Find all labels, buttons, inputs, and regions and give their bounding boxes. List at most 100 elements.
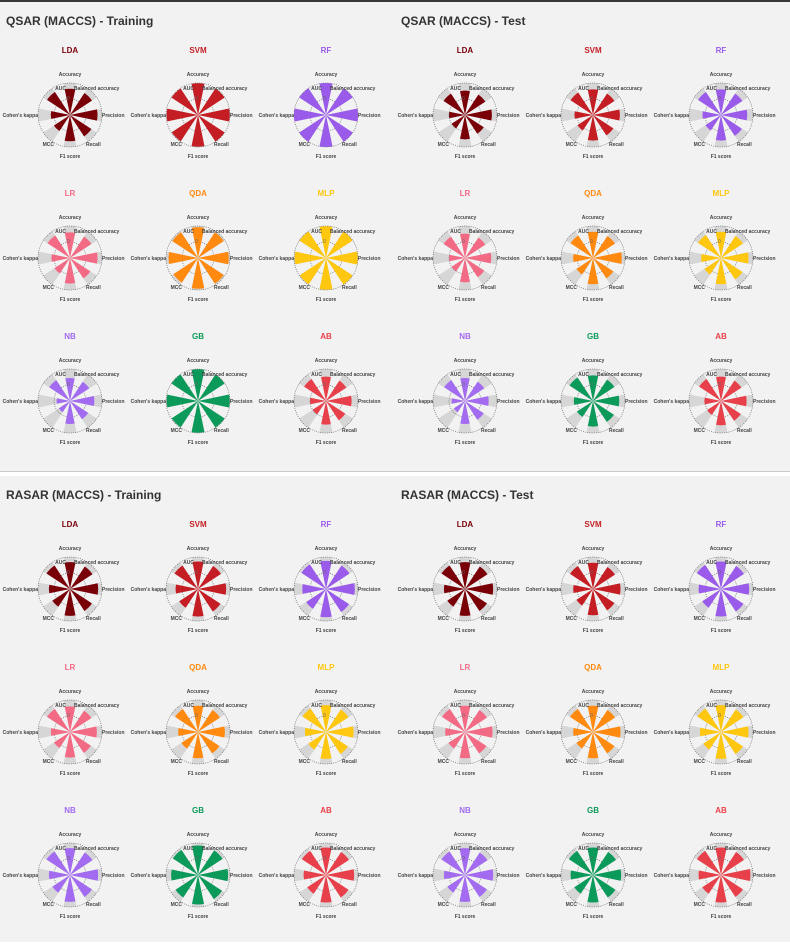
bar-nb-balanced-accuracy <box>465 852 488 875</box>
bar-mlp-mcc <box>299 258 326 285</box>
axis-label-mcc: MCC <box>566 142 578 148</box>
bar-lda-auc <box>443 93 465 115</box>
zero-tick-label: 0 <box>590 570 593 576</box>
axis-label-auc: AUC <box>450 229 461 235</box>
axis-label-auc: AUC <box>450 846 461 852</box>
model-name-gb: GB <box>587 806 599 815</box>
bar-gb-mcc <box>175 875 198 898</box>
zero-tick-label: 0 <box>462 856 465 862</box>
axis-label-auc: AUC <box>55 229 66 235</box>
radar-ab: AB 0 Accuracy Balanced accuracy Precision Rec… <box>259 332 381 446</box>
bar-mlp-auc <box>697 234 721 258</box>
bar-nb-cohen-s-kappa <box>56 398 70 404</box>
bar-lda-balanced-accuracy <box>465 566 488 589</box>
bar-gb-cohen-s-kappa <box>570 870 593 880</box>
radar-lda: LDA 0 Accuracy Balanced accuracy Precision Re… <box>398 46 520 160</box>
axis-label-balanced-accuracy: Balanced accuracy <box>469 703 515 709</box>
axis-label-auc: AUC <box>706 372 717 378</box>
grid-circle <box>688 699 754 765</box>
bar-svm-recall <box>198 589 221 612</box>
axis-label-balanced-accuracy: Balanced accuracy <box>597 86 643 92</box>
bar-ab-mcc <box>312 401 326 415</box>
radar-gb: GB 0 Accuracy Balanced accuracy Precision Rec… <box>526 806 648 920</box>
bar-svm-mcc <box>179 589 198 608</box>
axis-label-balanced-accuracy: Balanced accuracy <box>74 229 120 235</box>
bar-mlp-cohen-s-kappa <box>699 727 721 737</box>
axis-label-f1-score: F1 score <box>455 297 476 303</box>
bar-ab-f1-score <box>716 401 726 426</box>
bar-rf-f1-score <box>715 115 727 141</box>
bar-gb-cohen-s-kappa <box>166 394 198 408</box>
bar-mlp-accuracy <box>320 705 332 732</box>
grid-circle <box>560 842 626 908</box>
bar-gb-mcc <box>171 401 198 428</box>
bar-mlp-cohen-s-kappa <box>701 253 721 263</box>
model-name-ab: AB <box>320 806 332 815</box>
zero-tick-label: 0 <box>195 96 198 102</box>
axis-label-auc: AUC <box>706 86 717 92</box>
bar-qda-precision <box>198 726 225 738</box>
axis-label-auc: AUC <box>183 703 194 709</box>
bar-lr-mcc <box>448 732 465 749</box>
bar-rf-auc <box>299 88 326 115</box>
bar-nb-cohen-s-kappa <box>443 870 465 880</box>
axis-label-auc: AUC <box>311 846 322 852</box>
axis-label-f1-score: F1 score <box>60 771 81 777</box>
bar-mlp-auc <box>299 231 326 258</box>
bar-gb-cohen-s-kappa <box>573 397 593 405</box>
bar-lda-accuracy <box>64 562 76 589</box>
axis-label-recall: Recall <box>86 285 101 291</box>
bar-rf-f1-score <box>715 589 727 617</box>
bar-nb-accuracy <box>460 377 470 401</box>
bar-lr-cohen-s-kappa <box>449 254 465 262</box>
axis-label-balanced-accuracy: Balanced accuracy <box>74 703 120 709</box>
axis-label-balanced-accuracy: Balanced accuracy <box>725 560 771 566</box>
axis-label-recall: Recall <box>214 759 229 765</box>
bar-lr-auc <box>443 236 465 258</box>
bar-rf-accuracy <box>715 89 727 115</box>
bar-rf-cohen-s-kappa <box>294 108 326 122</box>
bar-lr-accuracy <box>64 232 76 258</box>
model-name-svm: SVM <box>584 520 602 529</box>
axis-label-balanced-accuracy: Balanced accuracy <box>74 846 120 852</box>
model-name-qda: QDA <box>189 663 207 672</box>
axis-label-precision: Precision <box>102 256 125 262</box>
bar-ab-recall <box>326 401 346 421</box>
axis-label-f1-score: F1 score <box>316 440 337 446</box>
grid-circle <box>37 699 103 765</box>
bar-nb-balanced-accuracy <box>465 381 485 401</box>
axis-label-accuracy: Accuracy <box>454 215 477 221</box>
bar-lr-accuracy <box>64 706 76 732</box>
axis-label-accuracy: Accuracy <box>187 832 210 838</box>
bar-lda-recall <box>70 589 92 611</box>
axis-label-recall: Recall <box>214 616 229 622</box>
grid-circle <box>560 82 626 148</box>
model-name-ab: AB <box>320 332 332 341</box>
grid-circle <box>432 842 498 908</box>
grid-circle <box>293 699 359 765</box>
bar-nb-f1-score <box>459 875 471 902</box>
bar-ab-precision <box>326 869 355 881</box>
axis-label-auc: AUC <box>311 86 322 92</box>
axis-label-precision: Precision <box>358 113 381 119</box>
bar-qda-auc <box>569 708 593 732</box>
axis-label-precision: Precision <box>753 587 776 593</box>
axis-label-cohen-s-kappa: Cohen's kappa <box>259 730 295 736</box>
radar-ab: AB 0 Accuracy Balanced accuracy Precision Rec… <box>654 806 776 920</box>
bar-svm-accuracy <box>191 83 205 115</box>
axis-label-mcc: MCC <box>694 902 706 908</box>
rasar-section <box>0 476 790 942</box>
axis-label-precision: Precision <box>753 256 776 262</box>
bar-nb-mcc <box>52 875 70 893</box>
bar-lr-mcc <box>54 258 70 274</box>
bar-gb-auc <box>569 377 593 401</box>
radar-qda: QDA 0 Accuracy Balanced accuracy Precision Re… <box>131 663 253 777</box>
bar-svm-auc <box>174 565 198 589</box>
axis-label-recall: Recall <box>86 142 101 148</box>
bar-nb-cohen-s-kappa <box>48 870 70 880</box>
axis-label-balanced-accuracy: Balanced accuracy <box>330 560 376 566</box>
bar-ab-cohen-s-kappa <box>310 397 326 405</box>
axis-label-cohen-s-kappa: Cohen's kappa <box>3 113 39 119</box>
axis-label-auc: AUC <box>55 703 66 709</box>
